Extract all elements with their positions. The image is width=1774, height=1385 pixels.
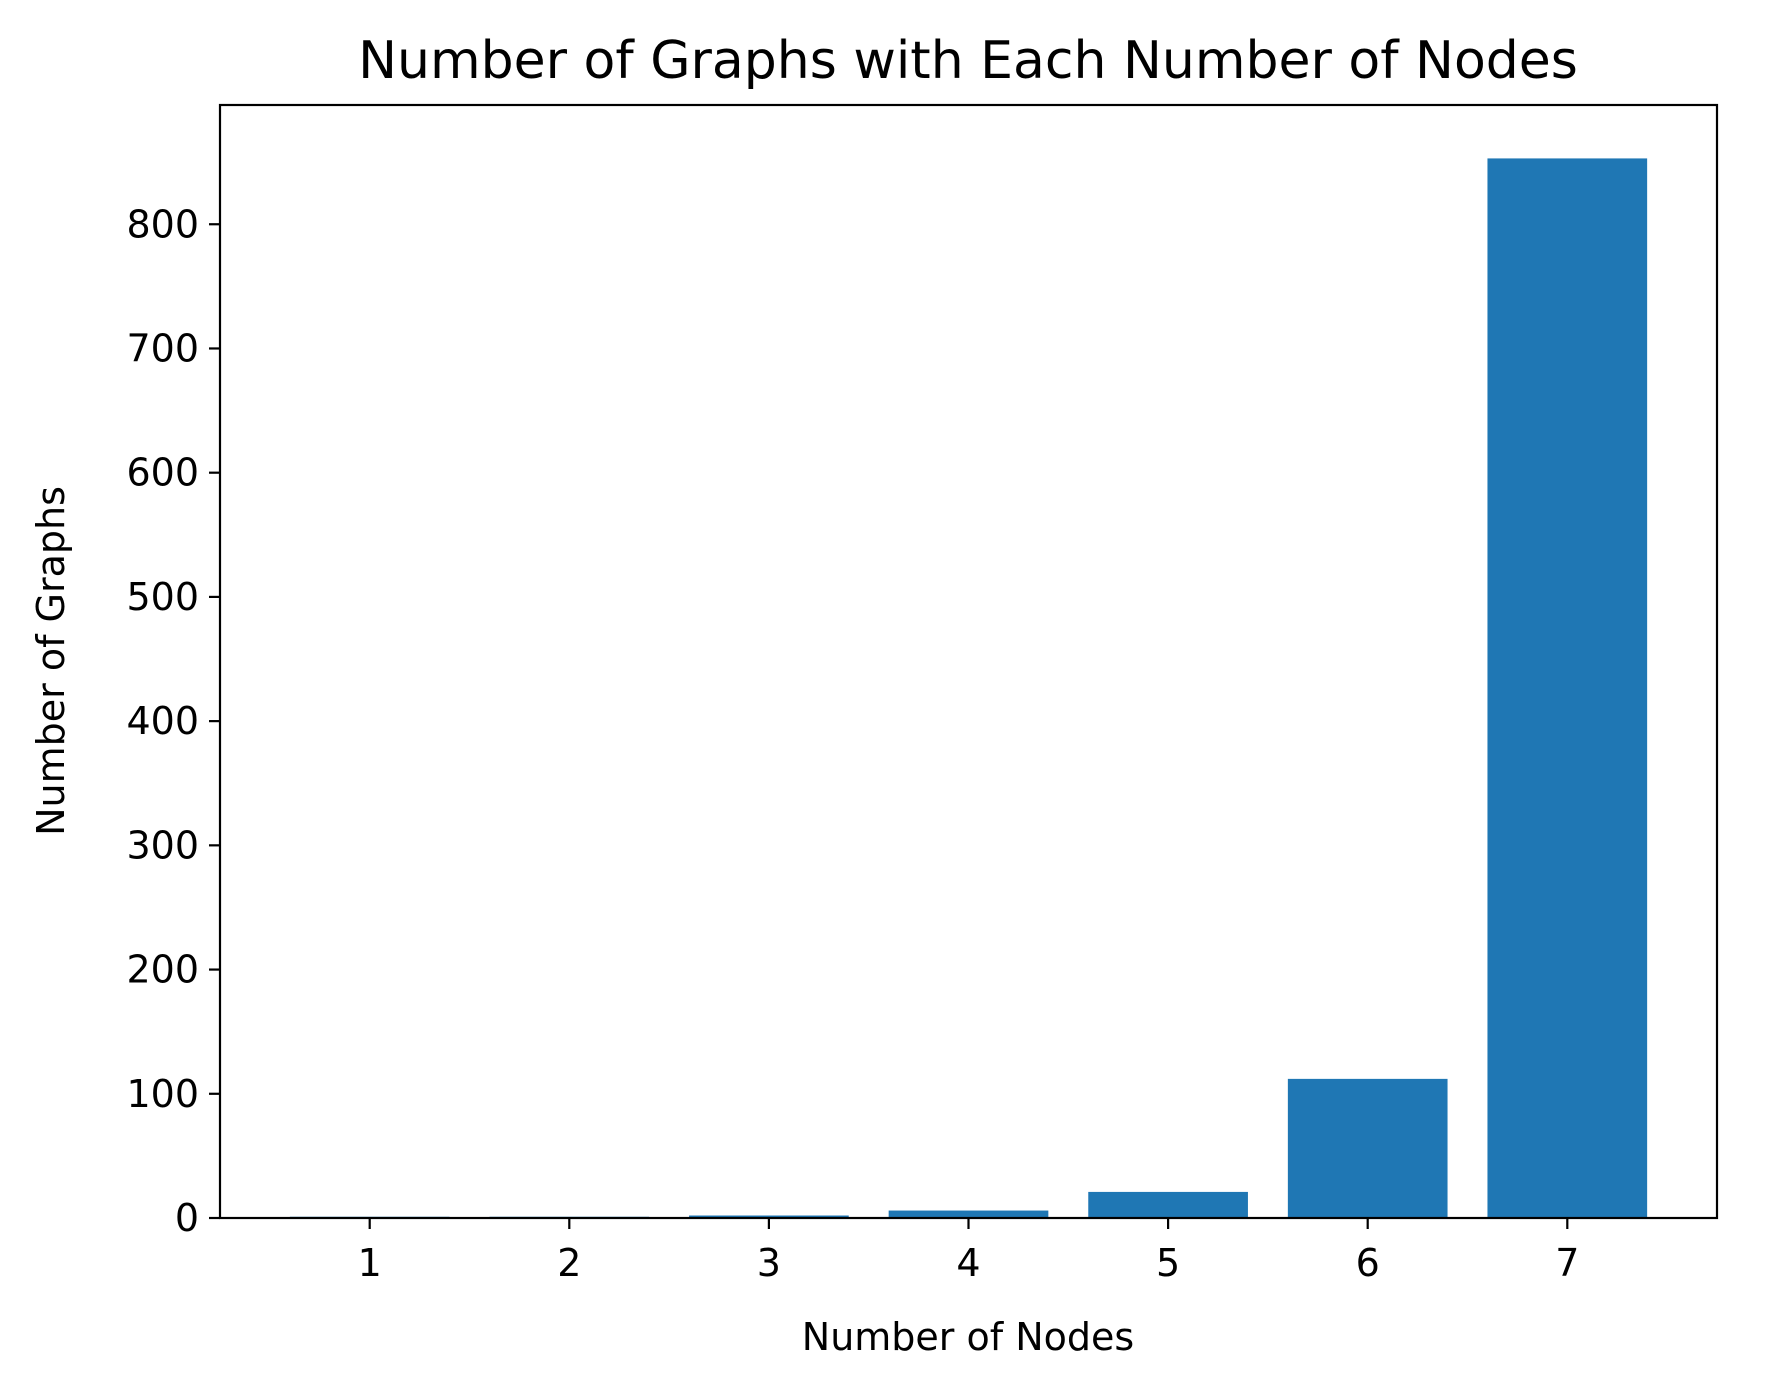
bar-5 xyxy=(1088,1191,1248,1218)
x-axis-ticks: 1 2 3 4 5 6 7 xyxy=(358,1218,1579,1285)
y-tick-label: 0 xyxy=(175,1196,199,1240)
bar-7 xyxy=(1487,158,1648,1218)
y-tick-label: 800 xyxy=(126,202,199,246)
y-tick-label: 600 xyxy=(126,451,199,495)
bar-3 xyxy=(689,1215,849,1218)
x-tick-label: 1 xyxy=(358,1241,382,1285)
y-tick-label: 100 xyxy=(126,1072,199,1116)
bar-6 xyxy=(1287,1078,1448,1218)
x-tick-label: 6 xyxy=(1356,1241,1380,1285)
bars-layer xyxy=(289,158,1648,1218)
y-tick-label: 400 xyxy=(126,699,199,743)
x-tick-label: 7 xyxy=(1555,1241,1579,1285)
bar-4 xyxy=(888,1210,1049,1218)
y-tick-label: 300 xyxy=(126,823,199,867)
x-tick-label: 2 xyxy=(557,1241,581,1285)
chart-title: Number of Graphs with Each Number of Nod… xyxy=(358,31,1578,91)
y-tick-label: 200 xyxy=(126,948,199,992)
x-tick-label: 5 xyxy=(1156,1241,1180,1285)
x-axis-label: Number of Nodes xyxy=(802,1315,1134,1359)
x-tick-label: 4 xyxy=(956,1241,980,1285)
x-tick-label: 3 xyxy=(757,1241,781,1285)
plot-frame xyxy=(218,103,1719,1220)
y-tick-label: 700 xyxy=(126,326,199,370)
y-tick-label: 500 xyxy=(126,575,199,619)
y-axis-ticks: 0 100 200 300 400 500 600 700 800 xyxy=(126,202,220,1240)
y-axis-label: Number of Graphs xyxy=(29,486,73,836)
